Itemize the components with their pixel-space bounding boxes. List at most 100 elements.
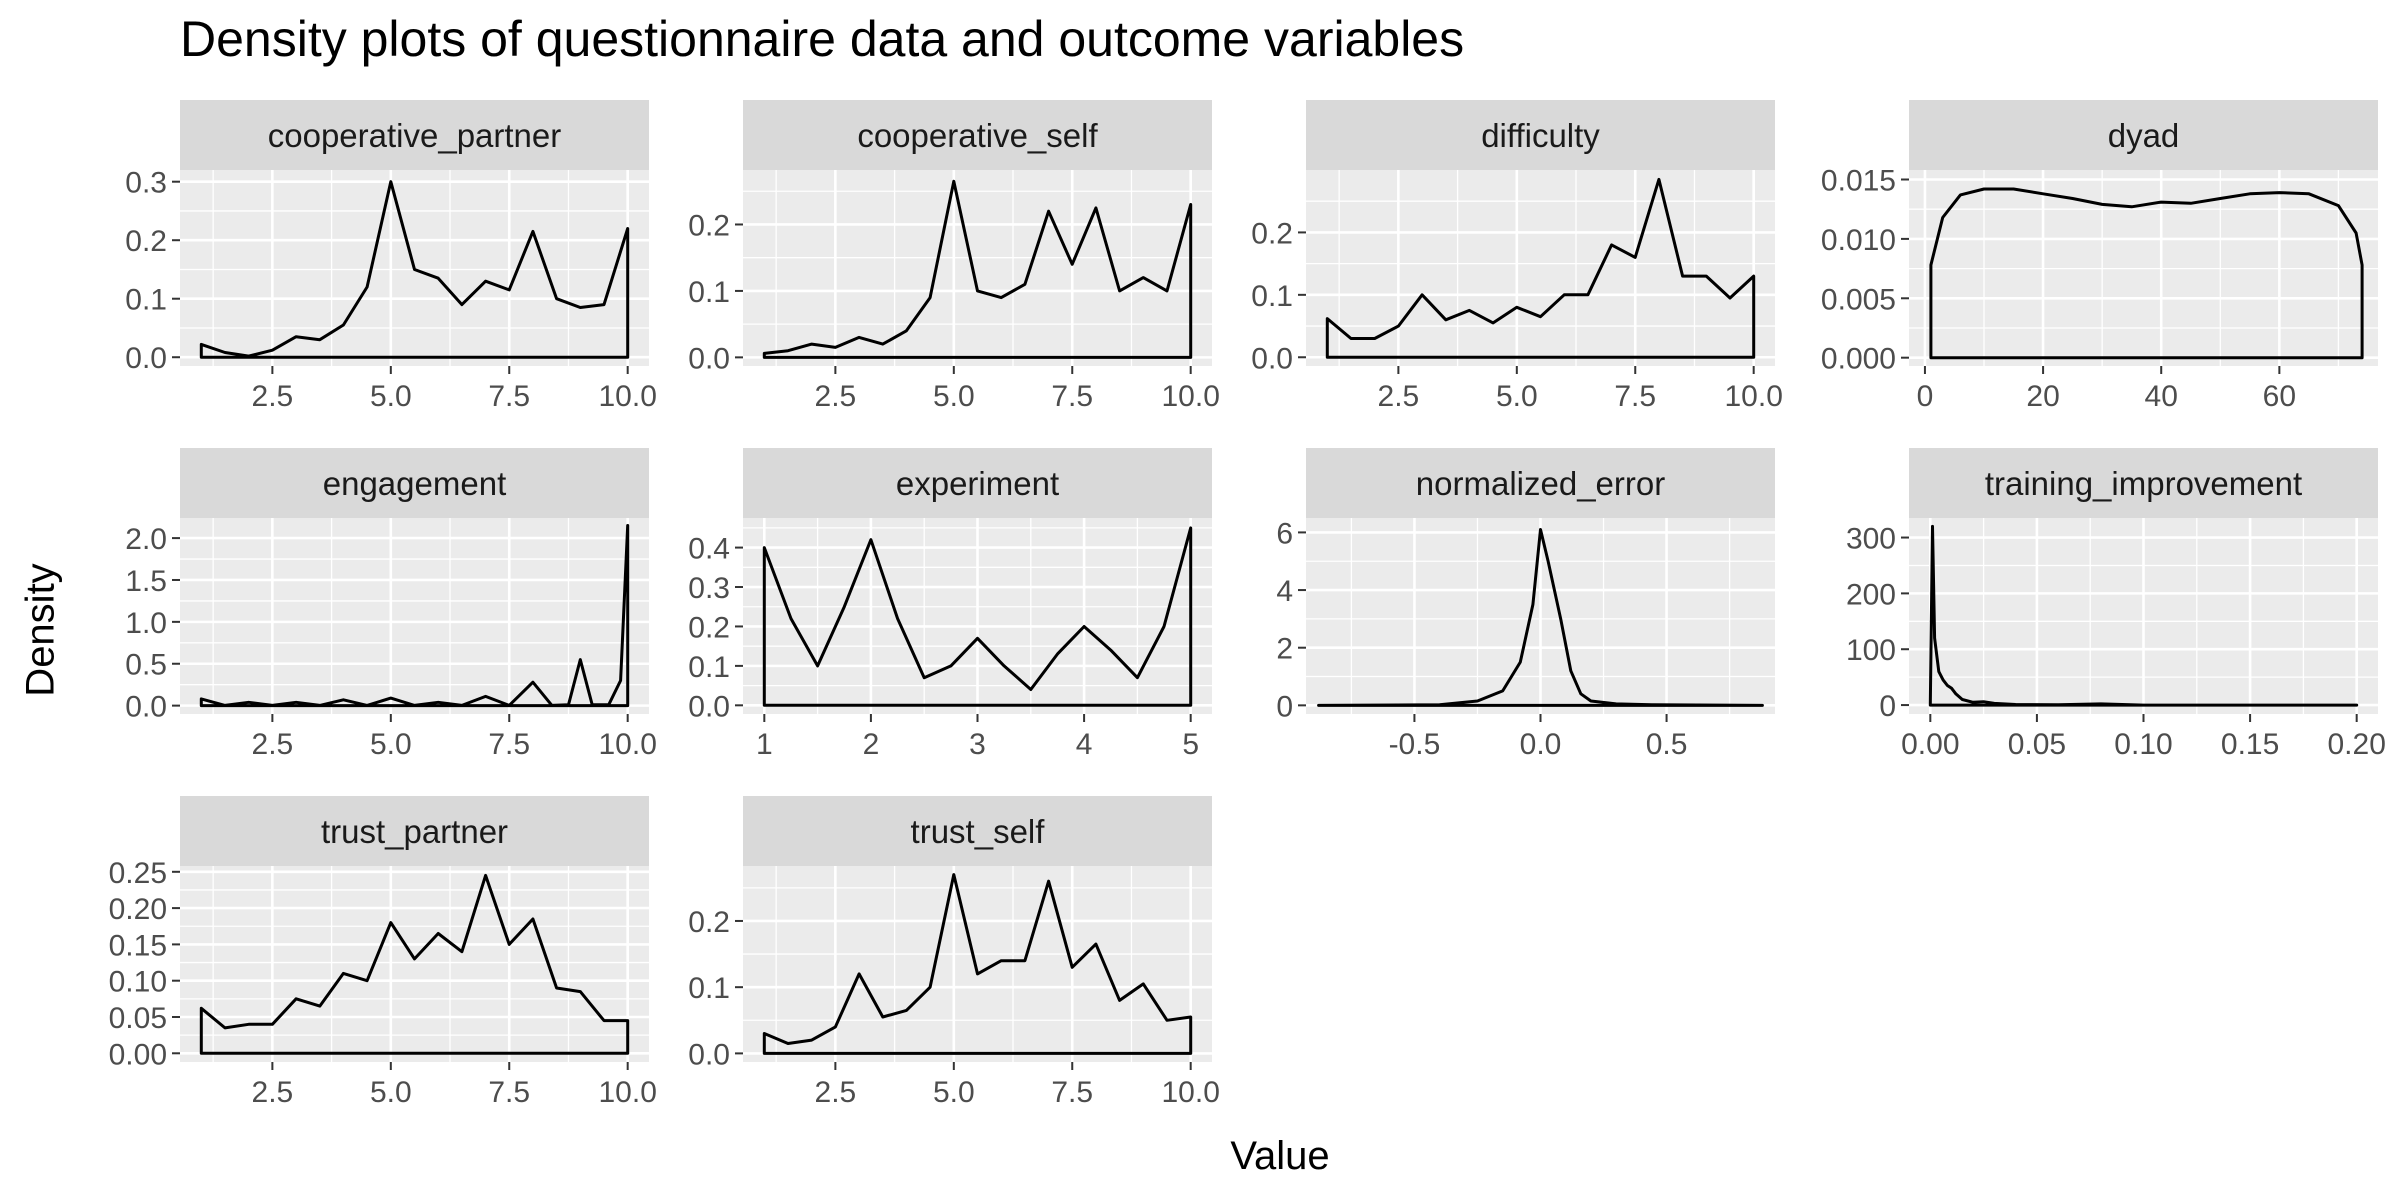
y-tick-label: 2.0 (125, 523, 167, 556)
y-tick-label: 0.3 (688, 572, 730, 605)
facet-strip-label: experiment (896, 465, 1059, 502)
x-tick-label: 40 (2145, 380, 2178, 413)
y-tick-label: 100 (1846, 634, 1896, 667)
x-tick-label: 2.5 (252, 728, 294, 761)
x-tick-label: 0.20 (2327, 728, 2385, 761)
y-tick-label: 0.0 (125, 342, 167, 375)
x-tick-label: 5.0 (370, 728, 412, 761)
y-tick-label: 0.010 (1821, 224, 1896, 257)
density-curve (199, 873, 630, 1055)
y-tick-label: 0.15 (109, 929, 167, 962)
y-tick-label: 0.015 (1821, 165, 1896, 198)
x-tick-label: 7.5 (488, 1076, 530, 1109)
panel-background (743, 866, 1212, 1062)
x-tick-label: 2.5 (815, 380, 857, 413)
x-tick-label: 0.15 (2221, 728, 2279, 761)
y-tick-label: 0.05 (109, 1002, 167, 1035)
facet-strip (1909, 100, 2378, 170)
facet-strip (743, 448, 1212, 518)
facet-strip-label: training_improvement (1985, 465, 2302, 502)
facet-strip (1306, 448, 1775, 518)
x-tick-label: 7.5 (1051, 380, 1093, 413)
panel-background (180, 866, 649, 1062)
x-tick-label: 2.5 (252, 380, 294, 413)
x-tick-label: 5.0 (370, 380, 412, 413)
density-curve (1325, 177, 1756, 359)
facet-dyad: dyad 0.000 0.005 0.010 0.015 0 20 40 60 (1821, 100, 2378, 413)
facet-strip-label: trust_partner (321, 813, 508, 850)
x-tick-label: 10.0 (598, 380, 656, 413)
x-tick-label: 10.0 (1161, 1076, 1219, 1109)
density-curve (1929, 187, 2364, 360)
facet-strip (743, 100, 1212, 170)
y-tick-label: 0.0 (1251, 342, 1293, 375)
y-tick-label: 1.0 (125, 607, 167, 640)
x-tick-label: 0.05 (2008, 728, 2066, 761)
y-tick-label: 0.3 (125, 167, 167, 200)
x-tick-label: 60 (2263, 380, 2296, 413)
y-tick-label: 0.25 (109, 857, 167, 890)
y-tick-label: 0 (1879, 690, 1896, 723)
y-tick-label: 4 (1276, 575, 1293, 608)
x-tick-label: 3 (969, 728, 986, 761)
y-tick-label: 0.0 (688, 690, 730, 723)
y-tick-label: 0.0 (125, 691, 167, 724)
x-tick-label: 10.0 (1724, 380, 1782, 413)
density-curve (762, 179, 1193, 359)
facet-cooperative_self: cooperative_self 0.0 0.1 0.2 2.5 5.0 7.5 10.0 (688, 100, 1220, 413)
x-tick-label: 5.0 (1496, 380, 1538, 413)
x-tick-label: 2.5 (815, 1076, 857, 1109)
y-tick-label: 0.1 (688, 276, 730, 309)
x-tick-label: 0.10 (2114, 728, 2172, 761)
x-tick-label: 5.0 (933, 380, 975, 413)
x-tick-label: -0.5 (1389, 728, 1441, 761)
panel-background (180, 518, 649, 714)
y-tick-label: 6 (1276, 517, 1293, 550)
x-axis-label: Value (1230, 1134, 1330, 1178)
x-tick-label: 5 (1182, 728, 1199, 761)
y-tick-label: 0.0 (688, 1038, 730, 1071)
y-tick-label: 0.2 (688, 209, 730, 242)
y-tick-label: 0.2 (688, 906, 730, 939)
facet-engagement: engagement 0.0 0.5 1.0 1.5 2.0 2.5 5.0 7.5 10.0 (125, 448, 657, 761)
x-tick-label: 0 (1917, 380, 1934, 413)
y-tick-label: 0.1 (125, 284, 167, 317)
density-curve (199, 524, 630, 708)
facet-strip (180, 100, 649, 170)
facet-strip-label: normalized_error (1416, 465, 1665, 502)
x-tick-label: 7.5 (1614, 380, 1656, 413)
density-curve (762, 873, 1193, 1055)
x-tick-label: 5.0 (370, 1076, 412, 1109)
facet-difficulty: difficulty 0.0 0.1 0.2 2.5 5.0 7.5 10.0 (1251, 100, 1783, 413)
y-tick-label: 300 (1846, 523, 1896, 556)
x-tick-label: 2.5 (252, 1076, 294, 1109)
x-tick-label: 0.5 (1646, 728, 1688, 761)
chart-title: Density plots of questionnaire data and … (180, 11, 1465, 67)
x-tick-label: 5.0 (933, 1076, 975, 1109)
x-tick-label: 0.0 (1520, 728, 1562, 761)
y-tick-label: 0.4 (688, 533, 730, 566)
x-tick-label: 7.5 (1051, 1076, 1093, 1109)
y-tick-label: 0.5 (125, 649, 167, 682)
x-tick-label: 10.0 (1161, 380, 1219, 413)
y-tick-label: 0.10 (109, 966, 167, 999)
facet-strip (180, 796, 649, 866)
y-tick-label: 0.2 (1251, 217, 1293, 250)
facet-strip-label: dyad (2108, 117, 2180, 154)
x-tick-label: 2 (863, 728, 880, 761)
density-curve (1928, 524, 2359, 707)
y-tick-label: 0.00 (109, 1038, 167, 1071)
facet-strip (1306, 100, 1775, 170)
y-tick-label: 0.005 (1821, 283, 1896, 316)
facet-normalized_error: normalized_error 0 2 4 6 -0.5 0.0 0.5 (1276, 448, 1775, 761)
y-tick-label: 0.20 (109, 893, 167, 926)
y-tick-label: 0.1 (688, 972, 730, 1005)
y-tick-label: 2 (1276, 633, 1293, 666)
x-tick-label: 4 (1076, 728, 1093, 761)
x-tick-label: 7.5 (488, 728, 530, 761)
y-tick-label: 0.000 (1821, 343, 1896, 376)
x-tick-label: 10.0 (598, 1076, 656, 1109)
y-tick-label: 0.0 (688, 342, 730, 375)
y-tick-label: 0.1 (688, 651, 730, 684)
